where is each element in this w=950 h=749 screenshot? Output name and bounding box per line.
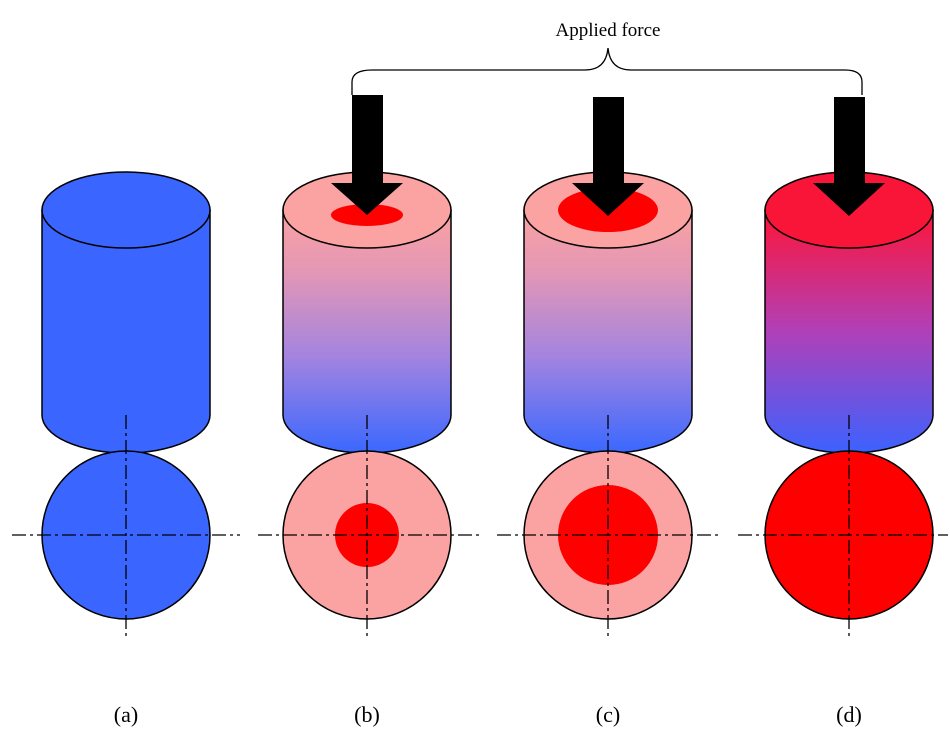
force-arrow	[813, 97, 885, 216]
panel-d	[738, 97, 948, 640]
force-arrow	[331, 95, 403, 215]
force-arrow	[572, 97, 644, 216]
cylinder-top	[41, 171, 211, 249]
annotation: Applied force	[556, 20, 661, 41]
panel-label: (c)	[596, 702, 620, 727]
panel-label: (b)	[354, 702, 380, 727]
panel-a	[12, 171, 240, 640]
panel-b	[258, 95, 482, 640]
brace	[351, 47, 863, 95]
panel-label: (d)	[836, 702, 862, 727]
panel-label: (a)	[114, 702, 138, 727]
panel-c	[497, 97, 722, 640]
